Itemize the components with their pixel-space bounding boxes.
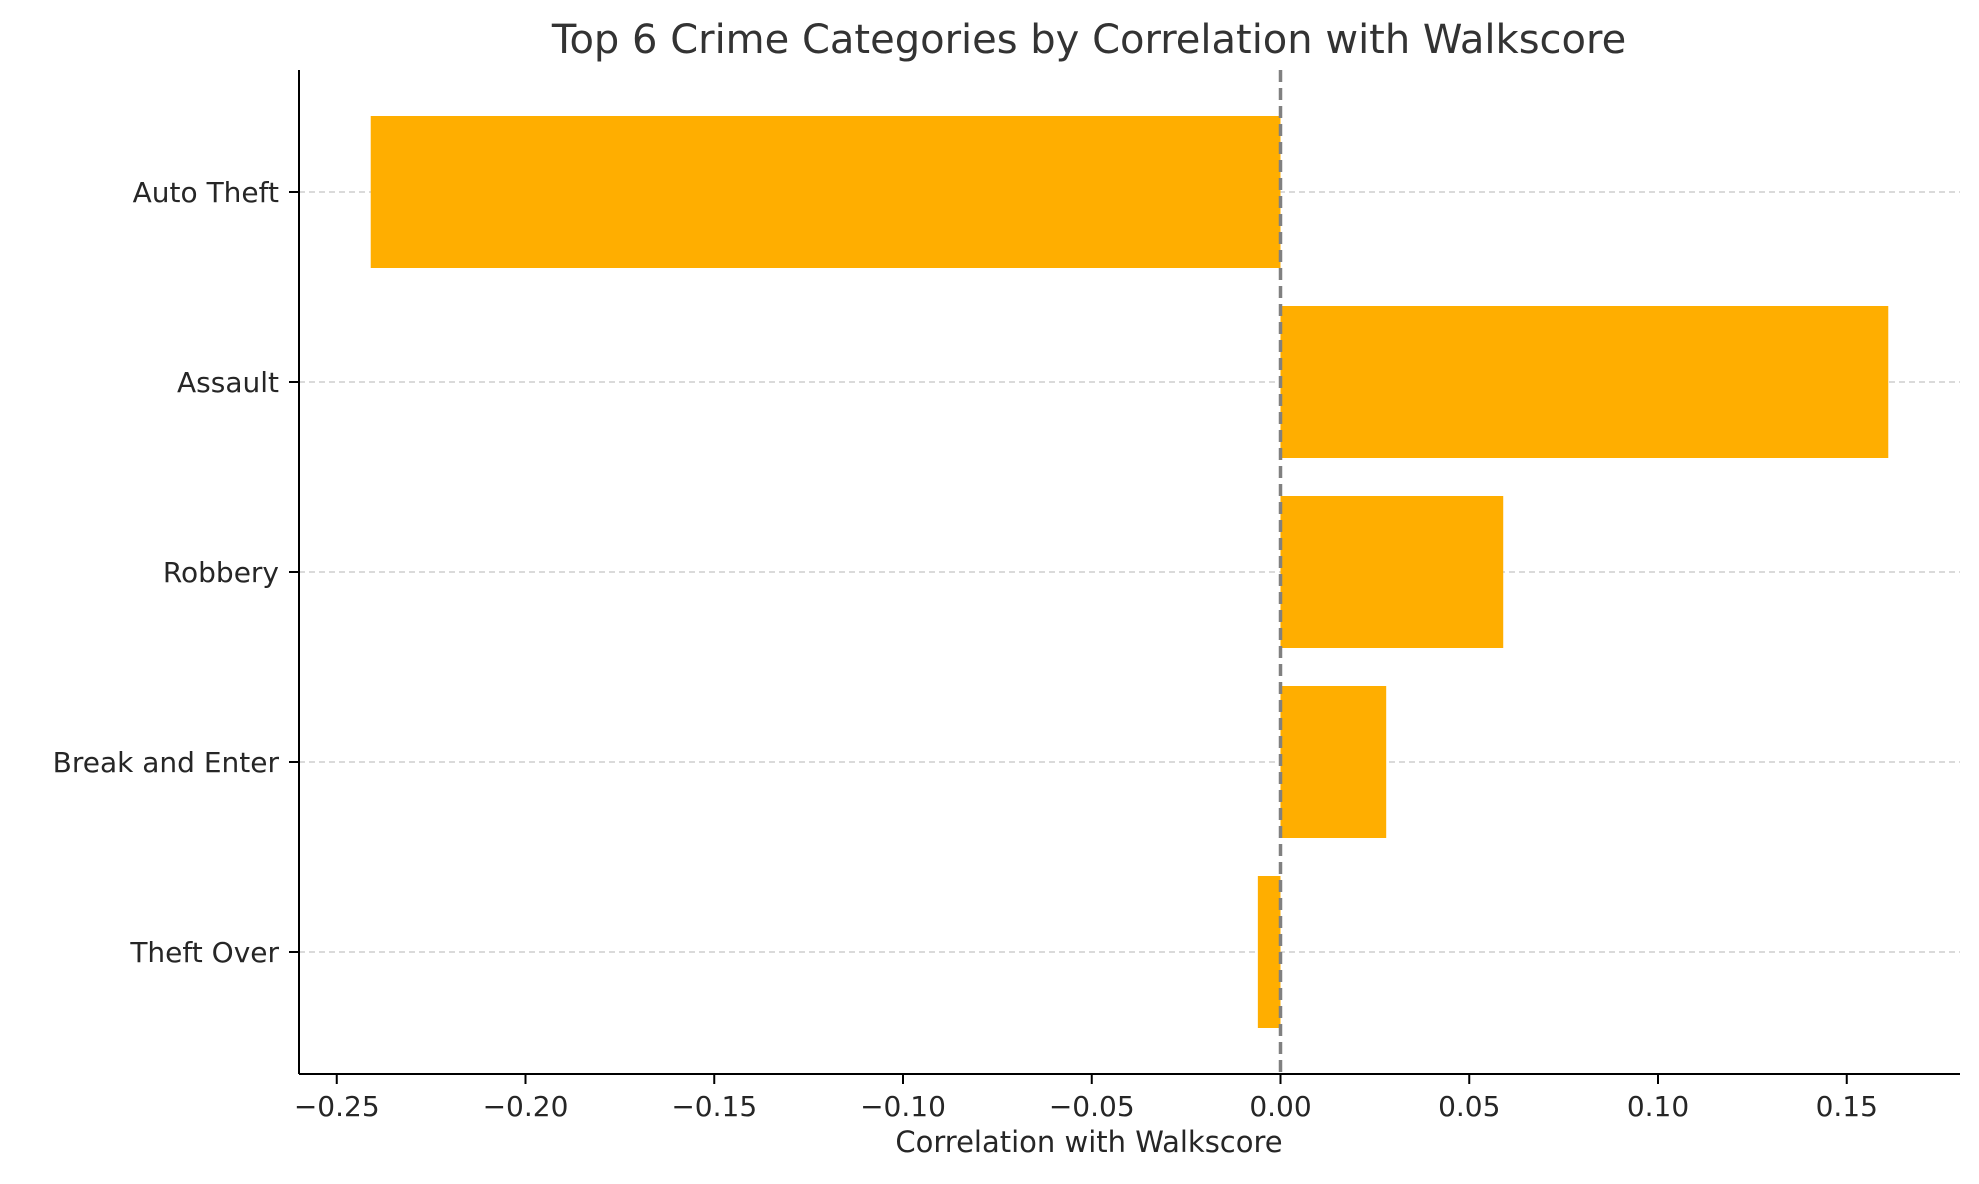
x-tick-label: −0.10: [860, 1090, 946, 1123]
chart-title: Top 6 Crime Categories by Correlation wi…: [551, 17, 1626, 63]
bars: [370, 116, 1889, 1028]
x-tick-label: −0.05: [1049, 1090, 1135, 1123]
x-tick-label: 0.05: [1438, 1090, 1500, 1123]
x-tick-label: 0.15: [1816, 1090, 1878, 1123]
y-ticks: Auto Theft Assault Robbery Break and Enter T…: [53, 176, 299, 969]
y-tick-label: Theft Over: [129, 936, 279, 969]
x-tick-label: 0.00: [1249, 1090, 1311, 1123]
y-tick-label: Assault: [177, 366, 279, 399]
bar-auto-theft: [370, 116, 1281, 268]
x-tick-label: 0.10: [1627, 1090, 1689, 1123]
x-tick-label: −0.15: [671, 1090, 757, 1123]
bar-robbery: [1280, 496, 1504, 648]
y-tick-label: Auto Theft: [133, 176, 279, 209]
x-ticks: −0.25 −0.20 −0.15 −0.10 −0.05 0.00 0.05 0.10 0.1…: [294, 1074, 1878, 1123]
x-tick-label: −0.25: [294, 1090, 380, 1123]
y-tick-label: Break and Enter: [53, 746, 280, 779]
bar-theft-over: [1257, 876, 1281, 1028]
x-axis-label: Correlation with Walkscore: [895, 1125, 1282, 1159]
y-tick-label: Robbery: [163, 556, 279, 589]
bar-break-and-enter: [1280, 686, 1387, 838]
bar-assault: [1280, 306, 1889, 458]
x-tick-label: −0.20: [483, 1090, 569, 1123]
